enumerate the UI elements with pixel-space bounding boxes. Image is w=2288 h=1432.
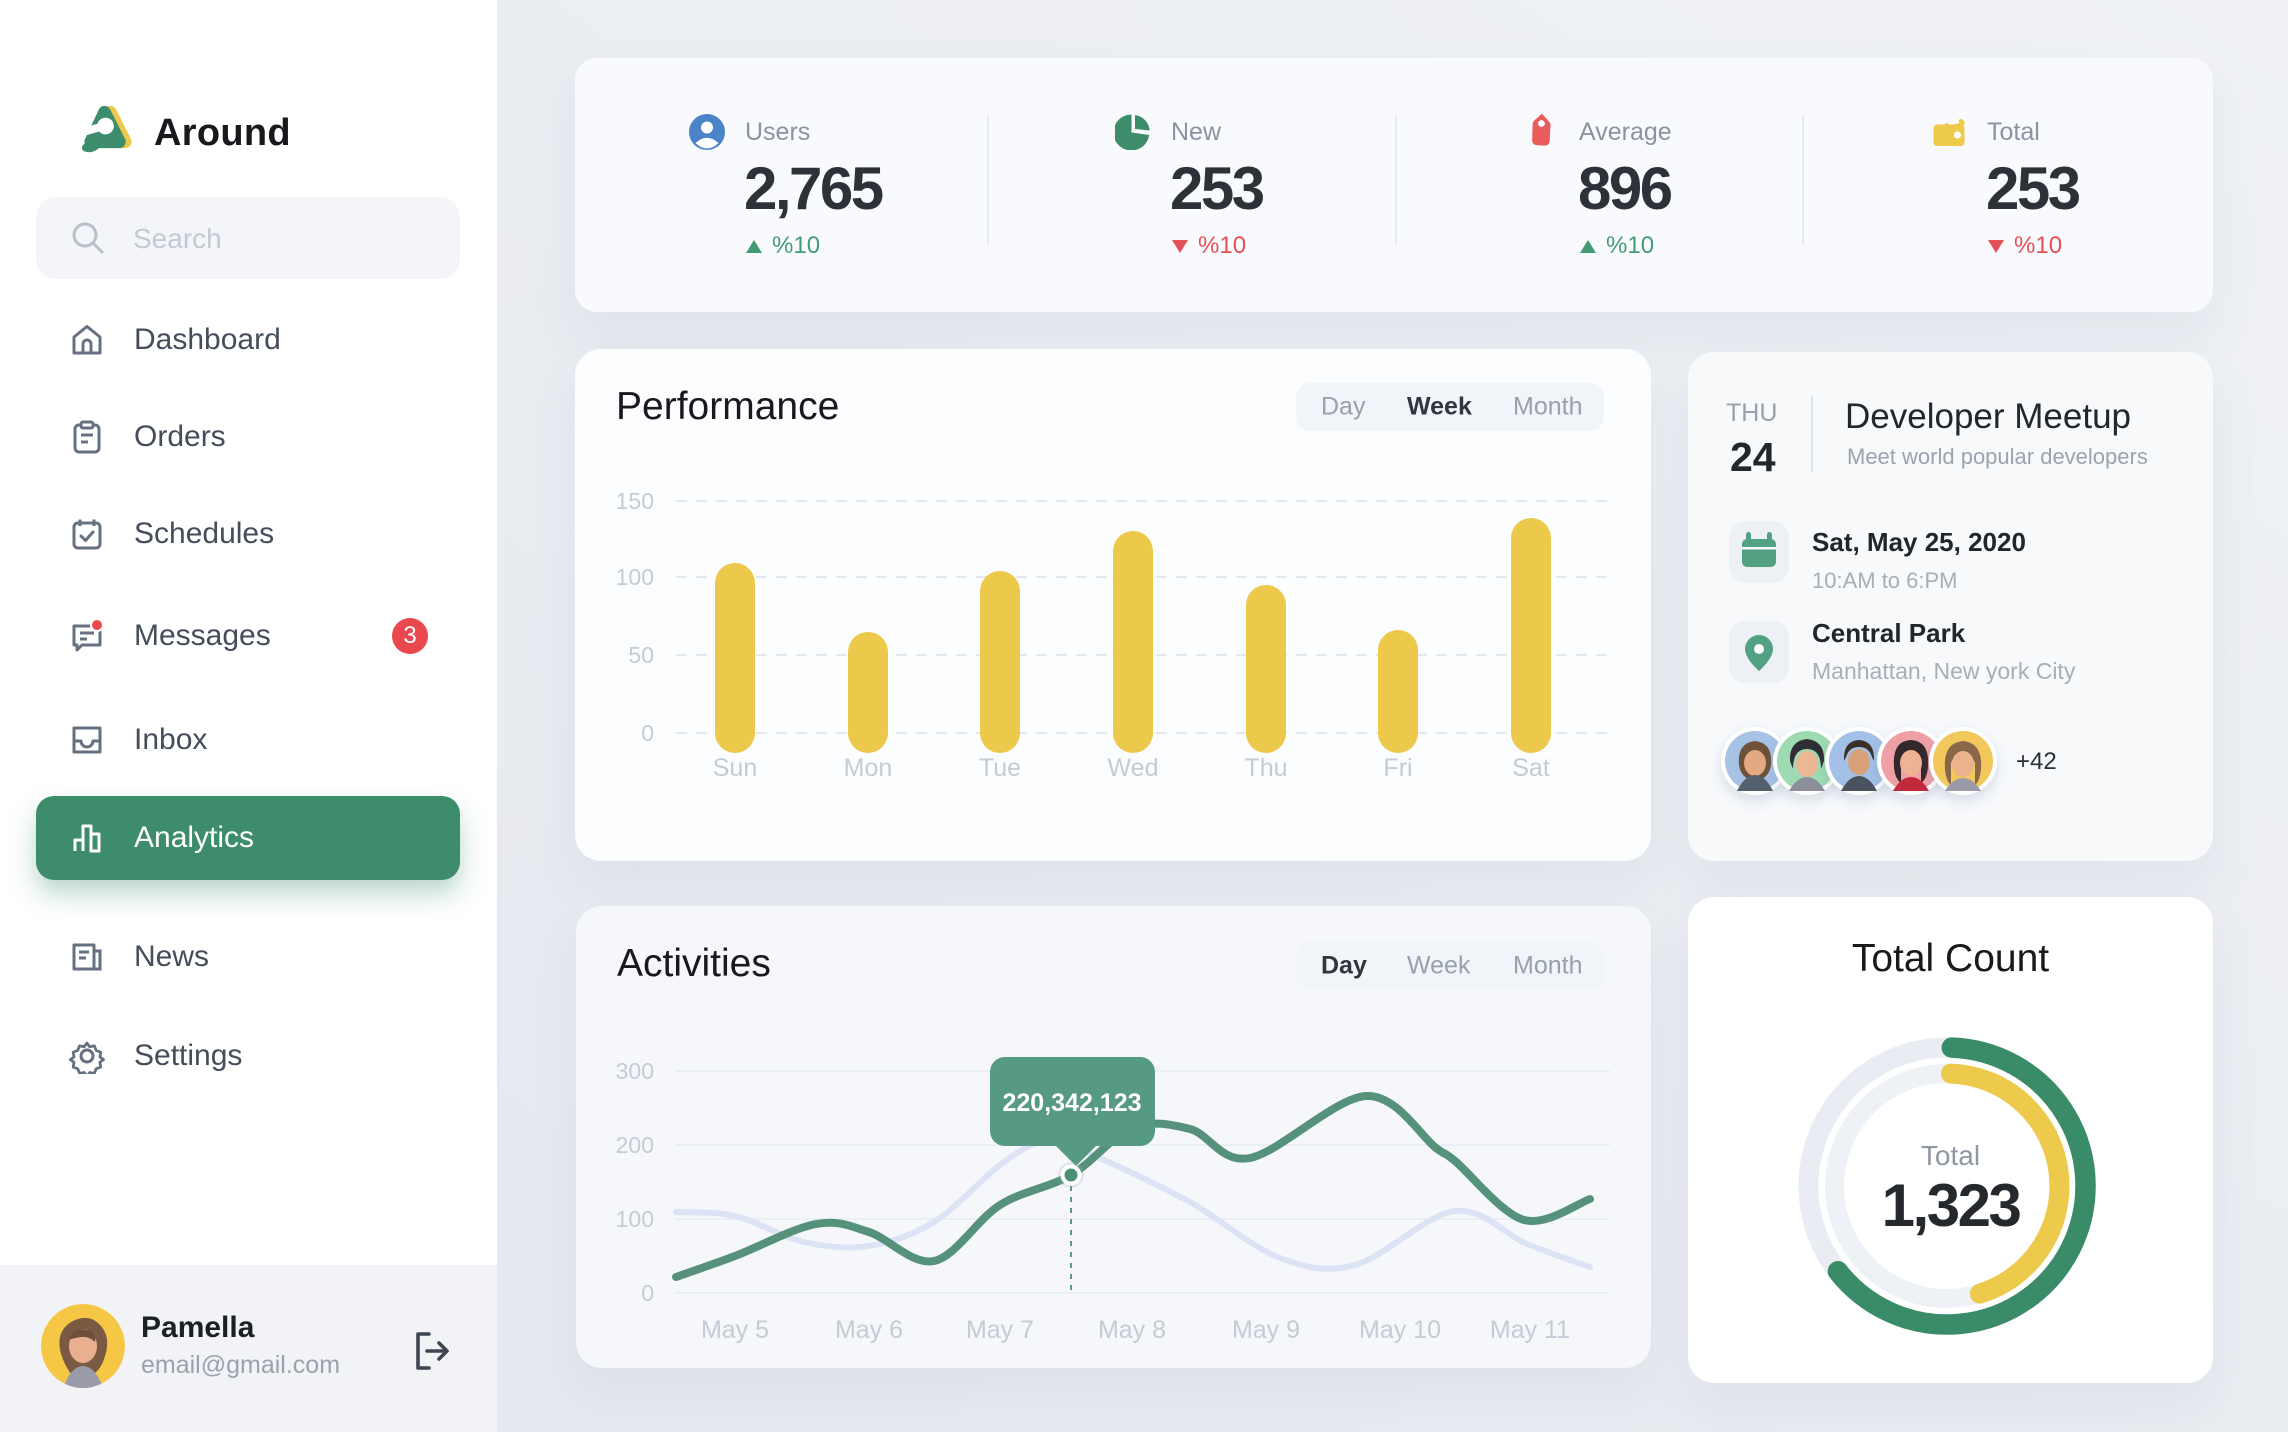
svg-text:200: 200 — [616, 1132, 654, 1158]
svg-text:220,342,123: 220,342,123 — [1002, 1089, 1141, 1117]
svg-text:50: 50 — [628, 642, 654, 668]
svg-text:0: 0 — [641, 720, 654, 746]
svg-text:150: 150 — [616, 488, 654, 514]
svg-text:Mon: Mon — [844, 754, 893, 782]
svg-text:May 6: May 6 — [835, 1316, 903, 1344]
svg-text:Wed: Wed — [1108, 754, 1159, 782]
svg-text:100: 100 — [616, 564, 654, 590]
svg-text:May 10: May 10 — [1359, 1316, 1441, 1344]
svg-text:Sat: Sat — [1512, 754, 1550, 782]
svg-text:Thu: Thu — [1244, 754, 1287, 782]
svg-text:300: 300 — [616, 1058, 654, 1084]
svg-text:Fri: Fri — [1383, 754, 1412, 782]
svg-text:May 11: May 11 — [1490, 1316, 1570, 1344]
svg-text:Tue: Tue — [979, 754, 1021, 782]
svg-text:0: 0 — [641, 1280, 654, 1306]
svg-text:100: 100 — [616, 1206, 654, 1232]
svg-text:May 5: May 5 — [701, 1316, 769, 1344]
svg-text:May 9: May 9 — [1232, 1316, 1300, 1344]
svg-text:May 7: May 7 — [966, 1316, 1034, 1344]
svg-text:Sun: Sun — [713, 754, 757, 782]
svg-text:May 8: May 8 — [1098, 1316, 1166, 1344]
